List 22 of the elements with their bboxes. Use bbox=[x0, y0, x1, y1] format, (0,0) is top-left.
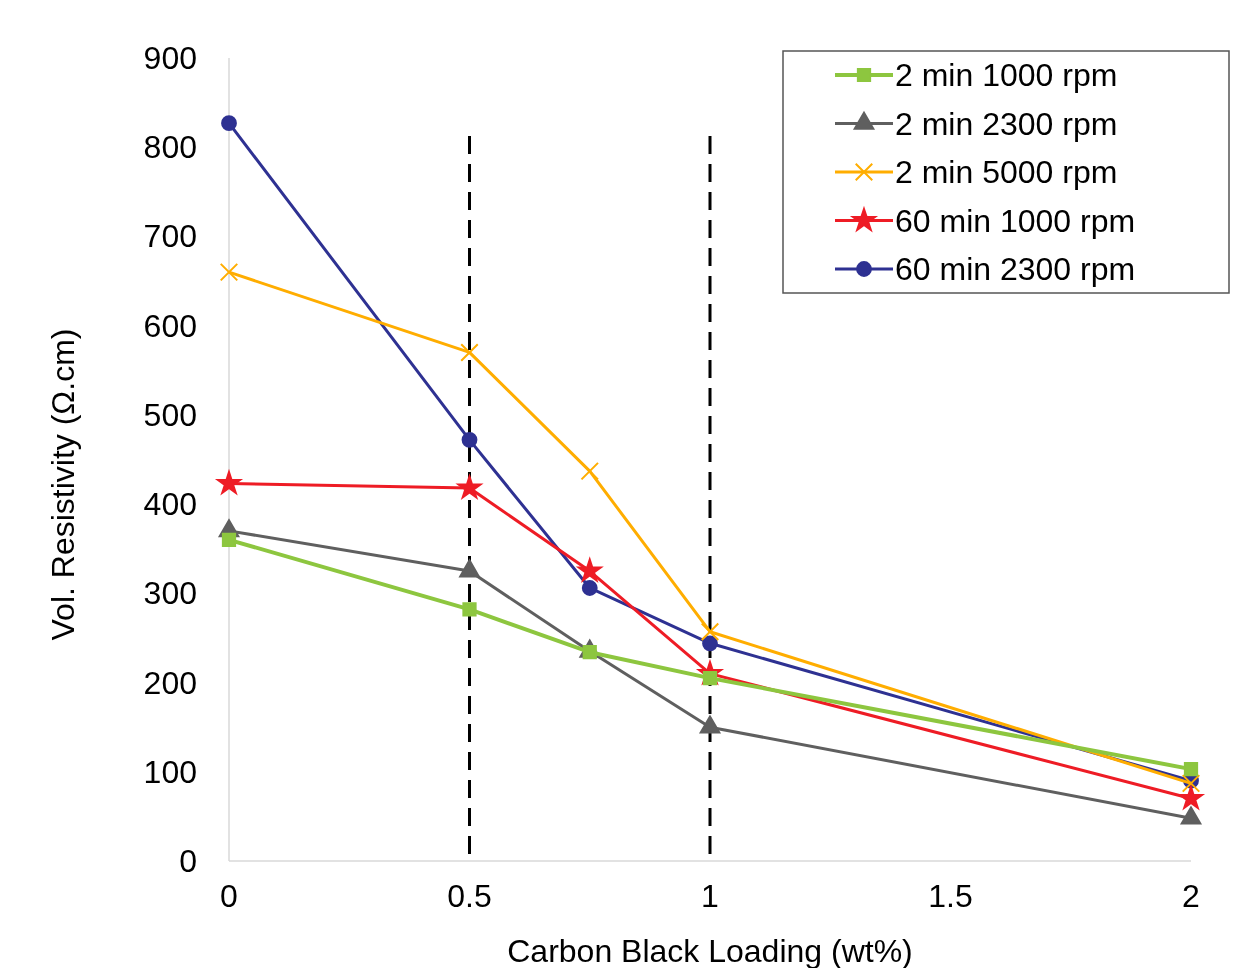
y-tick-label: 400 bbox=[143, 486, 197, 523]
legend-label: 2 min 5000 rpm bbox=[895, 154, 1118, 190]
legend-label: 2 min 1000 rpm bbox=[895, 57, 1118, 93]
legend-label: 2 min 2300 rpm bbox=[895, 105, 1118, 142]
y-tick-label: 500 bbox=[143, 396, 197, 433]
y-tick-label: 600 bbox=[143, 307, 197, 344]
legend-label: 60 min 2300 rpm bbox=[895, 251, 1136, 287]
legend-label: 60 min 1000 rpm bbox=[895, 202, 1136, 239]
y-tick-label: 700 bbox=[143, 218, 197, 255]
y-tick-label: 800 bbox=[143, 129, 197, 166]
x-axis-title: Carbon Black Loading (wt%) bbox=[507, 933, 913, 969]
y-tick-label: 300 bbox=[143, 575, 197, 612]
x-tick-label: 1.5 bbox=[928, 878, 973, 914]
y-tick-label: 200 bbox=[143, 664, 197, 701]
x-tick-label: 1 bbox=[701, 878, 719, 914]
x-tick-label: 0 bbox=[220, 878, 238, 914]
y-tick-label: 900 bbox=[143, 40, 197, 76]
y-tick-label: 0 bbox=[179, 843, 197, 879]
x-tick-label: 2 bbox=[1182, 878, 1200, 914]
x-tick-label: 0.5 bbox=[447, 878, 492, 914]
y-axis-title: Vol. Resistivity (Ω.cm) bbox=[45, 328, 81, 641]
y-tick-label: 100 bbox=[143, 753, 197, 790]
